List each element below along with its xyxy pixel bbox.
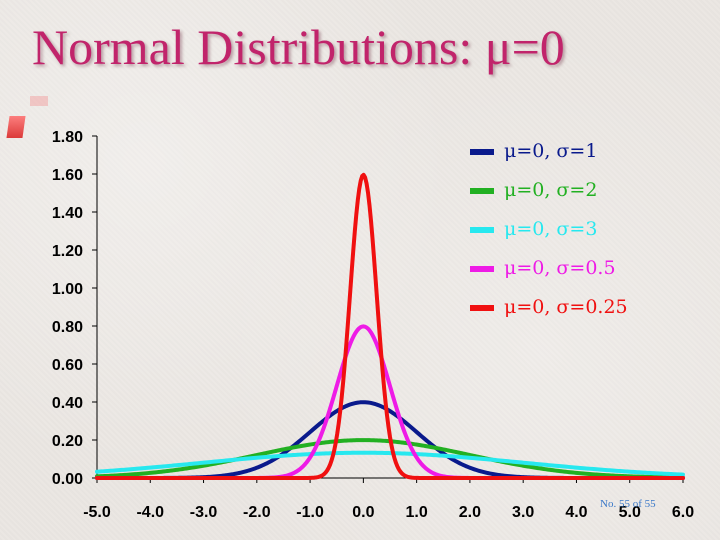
x-tick-label: -4.0 xyxy=(136,504,164,521)
legend-swatch-2 xyxy=(470,227,494,233)
y-tick-label: 0.00 xyxy=(52,471,83,488)
y-tick-label: 1.40 xyxy=(52,205,83,222)
x-tick-label: 0.0 xyxy=(352,504,374,521)
chart-curves xyxy=(95,172,685,480)
legend-swatch-1 xyxy=(470,188,494,194)
y-tick-label: 1.20 xyxy=(52,243,83,260)
legend-label-0: μ=0, σ=1 xyxy=(504,140,597,162)
chart-legend: μ=0, σ=1 μ=0, σ=2 μ=0, σ=3 μ=0, σ=0.5 μ=0, σ… xyxy=(470,140,628,318)
y-tick-label: 0.80 xyxy=(52,319,83,336)
series-line-3 xyxy=(95,324,685,480)
slide-title: Normal Distributions: μ=0 xyxy=(32,19,565,75)
legend-swatch-3 xyxy=(470,266,494,272)
legend-label-3: μ=0, σ=0.5 xyxy=(504,257,616,279)
chart-axes: 0.00 0.20 0.40 0.60 0.80 1.00 1.20 1.40 1.60 1.80… xyxy=(52,129,694,521)
y-tick-label: 0.40 xyxy=(52,395,83,412)
y-tick-label: 0.20 xyxy=(52,433,83,450)
x-tick-label: -5.0 xyxy=(83,504,111,521)
x-tick-label: 2.0 xyxy=(459,504,481,521)
legend-label-2: μ=0, σ=3 xyxy=(504,218,597,240)
series-line-2 xyxy=(95,450,685,477)
x-tick-label: -2.0 xyxy=(243,504,271,521)
x-tick-label: 6.0 xyxy=(672,504,694,521)
y-tick-label: 0.60 xyxy=(52,357,83,374)
slide-footnote: No. 55 of 55 xyxy=(600,498,656,510)
y-tick-label: 1.60 xyxy=(52,167,83,184)
x-tick-label: 5.0 xyxy=(619,504,641,521)
x-tick-label: -1.0 xyxy=(296,504,324,521)
x-tick-label: 1.0 xyxy=(406,504,428,521)
slide-accent-shadow xyxy=(30,96,48,106)
series-line-4 xyxy=(95,172,685,480)
y-tick-label: 1.00 xyxy=(52,281,83,298)
legend-label-1: μ=0, σ=2 xyxy=(504,179,597,201)
legend-swatch-0 xyxy=(470,149,494,155)
legend-label-4: μ=0, σ=0.25 xyxy=(504,296,628,318)
legend-swatch-4 xyxy=(470,305,494,311)
x-tick-label: 4.0 xyxy=(565,504,587,521)
x-tick-label: -3.0 xyxy=(190,504,218,521)
x-tick-label: 3.0 xyxy=(512,504,534,521)
y-tick-label: 1.80 xyxy=(52,129,83,146)
